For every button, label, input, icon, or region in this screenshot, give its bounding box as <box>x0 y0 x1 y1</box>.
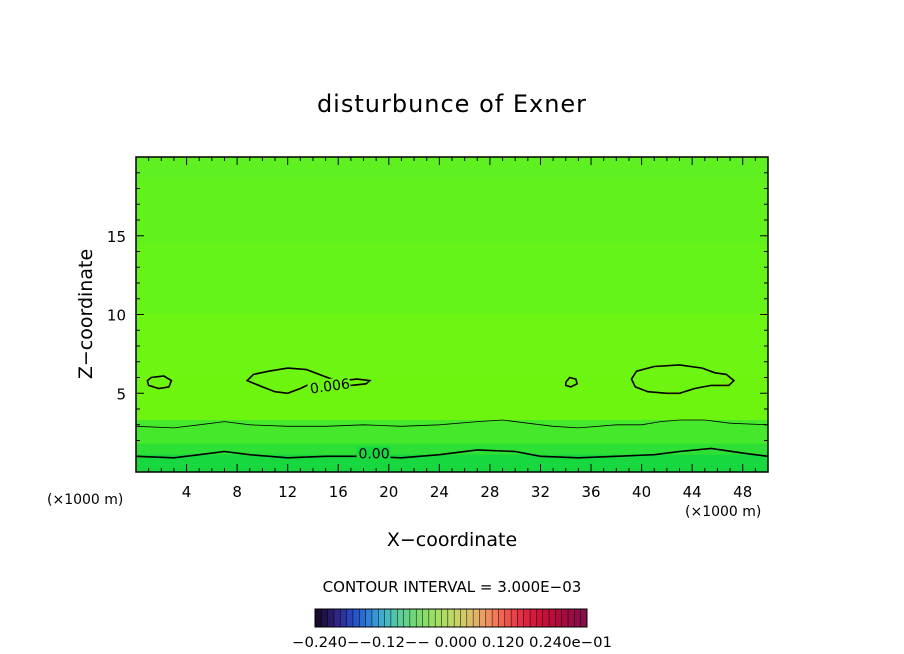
colorbar-swatch <box>441 609 449 627</box>
colorbar-swatch <box>561 609 569 627</box>
contour-label-bg-1 <box>356 446 391 460</box>
colorbar-swatch <box>409 609 417 627</box>
colorbar-swatch <box>517 609 525 627</box>
colorbar-swatch <box>511 609 518 627</box>
colorbar-swatch <box>504 609 512 627</box>
colorbar-swatch <box>321 609 329 627</box>
chart-title: disturbunce of Exner <box>317 90 587 118</box>
colorbar-swatch <box>340 609 348 627</box>
colorbar-swatch <box>530 609 537 627</box>
x-tick-label: 4 <box>182 483 192 501</box>
contour-line-4 <box>565 376 579 388</box>
y-tick-labels: 5 10 15 <box>107 228 126 404</box>
colorbar-swatch <box>485 609 493 627</box>
colorbar-swatch <box>384 609 392 627</box>
colorbar-swatch <box>378 609 386 627</box>
colorbar-swatch <box>327 609 335 627</box>
colorbar-swatch <box>333 609 341 627</box>
colorbar-swatch <box>492 609 499 627</box>
x-tick-label: 12 <box>278 483 297 501</box>
x-tick-label: 32 <box>531 483 550 501</box>
colorbar-tick-labels: −0.240−−0.12−− 0.000 0.120 0.240e−01 <box>292 635 612 651</box>
contour-line-0 <box>135 447 769 459</box>
contour-line-1 <box>135 419 769 429</box>
colorbar-swatch <box>479 609 487 627</box>
colorbar-swatch <box>454 609 461 627</box>
x-tick-labels: 4 8 12 16 20 24 28 32 36 40 44 48 <box>182 483 752 501</box>
colorbar-swatch <box>422 609 430 627</box>
colorbar-swatch <box>473 609 480 627</box>
colorbar-swatch <box>549 609 556 627</box>
colorbar-swatch <box>498 609 506 627</box>
x-tick-label: 44 <box>683 483 702 501</box>
colorbar-swatch <box>555 609 563 627</box>
x-axis-label: X−coordinate <box>387 529 517 551</box>
colorbar-swatch <box>460 609 468 627</box>
colorbar-swatch <box>428 609 436 627</box>
colorbar-swatch <box>536 609 544 627</box>
colorbar-swatch <box>435 609 443 627</box>
y-tick-label: 15 <box>107 228 126 246</box>
fill-band-7 <box>136 454 768 472</box>
x-tick-label: 24 <box>430 483 449 501</box>
colorbar-swatch <box>403 609 411 627</box>
y-axis-label: Z−coordinate <box>75 249 97 379</box>
contour-line-5 <box>630 364 736 395</box>
contour-line-3 <box>245 367 372 395</box>
contour-label-0: 0.006 <box>309 376 351 397</box>
contour-fill <box>136 157 768 473</box>
colorbar-swatch <box>346 609 354 627</box>
colorbar-swatch <box>523 609 531 627</box>
colorbar-swatch <box>315 609 322 627</box>
colorbar-swatch <box>359 609 367 627</box>
x-units-right: (×1000 m) <box>685 504 761 520</box>
x-tick-label: 48 <box>733 483 752 501</box>
x-tick-label: 16 <box>329 483 348 501</box>
contour-line-2 <box>146 375 173 390</box>
colorbar-swatch <box>371 609 379 627</box>
axis-ticks <box>136 157 768 472</box>
colorbar-swatch <box>447 609 455 627</box>
colorbar-frame <box>314 608 588 628</box>
contour-label-bg-0 <box>307 376 351 395</box>
x-tick-label: 8 <box>232 483 242 501</box>
colorbar-swatch <box>390 609 398 627</box>
colorbar-swatch <box>352 609 360 627</box>
colorbar-swatch <box>574 609 582 627</box>
x-tick-label: 20 <box>379 483 398 501</box>
contour-labels: 0.006 0.00 <box>307 376 391 462</box>
y-tick-label: 5 <box>116 385 126 403</box>
x-units-left: (×1000 m) <box>47 492 123 508</box>
x-tick-label: 36 <box>581 483 600 501</box>
contour-label-1: 0.00 <box>358 446 389 462</box>
y-tick-label: 10 <box>107 307 126 325</box>
colorbar-swatch <box>542 609 550 627</box>
x-tick-label: 40 <box>632 483 651 501</box>
x-tick-label: 28 <box>480 483 499 501</box>
colorbar-swatch <box>416 609 424 627</box>
colorbar-swatch <box>397 609 405 627</box>
colorbar-swatch <box>580 609 588 627</box>
colorbar-swatch <box>365 609 373 627</box>
colorbar-swatch <box>466 609 474 627</box>
contour-lines <box>135 364 769 459</box>
contour-interval-text: CONTOUR INTERVAL = 3.000E−03 <box>323 578 582 596</box>
colorbar <box>314 608 588 628</box>
colorbar-swatch <box>568 609 575 627</box>
